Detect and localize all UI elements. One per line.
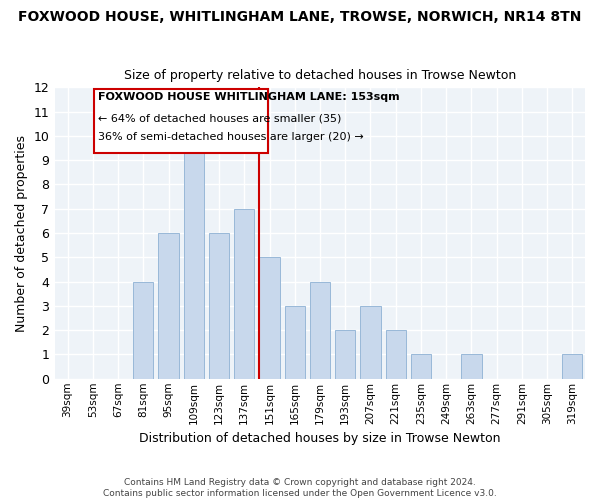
Text: FOXWOOD HOUSE WHITLINGHAM LANE: 153sqm: FOXWOOD HOUSE WHITLINGHAM LANE: 153sqm <box>98 92 400 102</box>
Bar <box>562 354 583 379</box>
Bar <box>209 233 229 379</box>
Bar <box>259 258 280 379</box>
Bar <box>94 89 268 154</box>
Bar <box>158 233 179 379</box>
Bar <box>184 136 204 379</box>
Bar <box>461 354 482 379</box>
Bar <box>133 282 154 379</box>
Bar <box>335 330 355 379</box>
Y-axis label: Number of detached properties: Number of detached properties <box>15 134 28 332</box>
Bar <box>386 330 406 379</box>
Bar <box>284 306 305 379</box>
X-axis label: Distribution of detached houses by size in Trowse Newton: Distribution of detached houses by size … <box>139 432 501 445</box>
Title: Size of property relative to detached houses in Trowse Newton: Size of property relative to detached ho… <box>124 69 516 82</box>
Bar <box>361 306 380 379</box>
Text: ← 64% of detached houses are smaller (35): ← 64% of detached houses are smaller (35… <box>98 114 341 124</box>
Bar <box>411 354 431 379</box>
Bar <box>310 282 330 379</box>
Text: 36% of semi-detached houses are larger (20) →: 36% of semi-detached houses are larger (… <box>98 132 364 141</box>
Text: FOXWOOD HOUSE, WHITLINGHAM LANE, TROWSE, NORWICH, NR14 8TN: FOXWOOD HOUSE, WHITLINGHAM LANE, TROWSE,… <box>19 10 581 24</box>
Bar <box>234 209 254 379</box>
Text: Contains HM Land Registry data © Crown copyright and database right 2024.
Contai: Contains HM Land Registry data © Crown c… <box>103 478 497 498</box>
